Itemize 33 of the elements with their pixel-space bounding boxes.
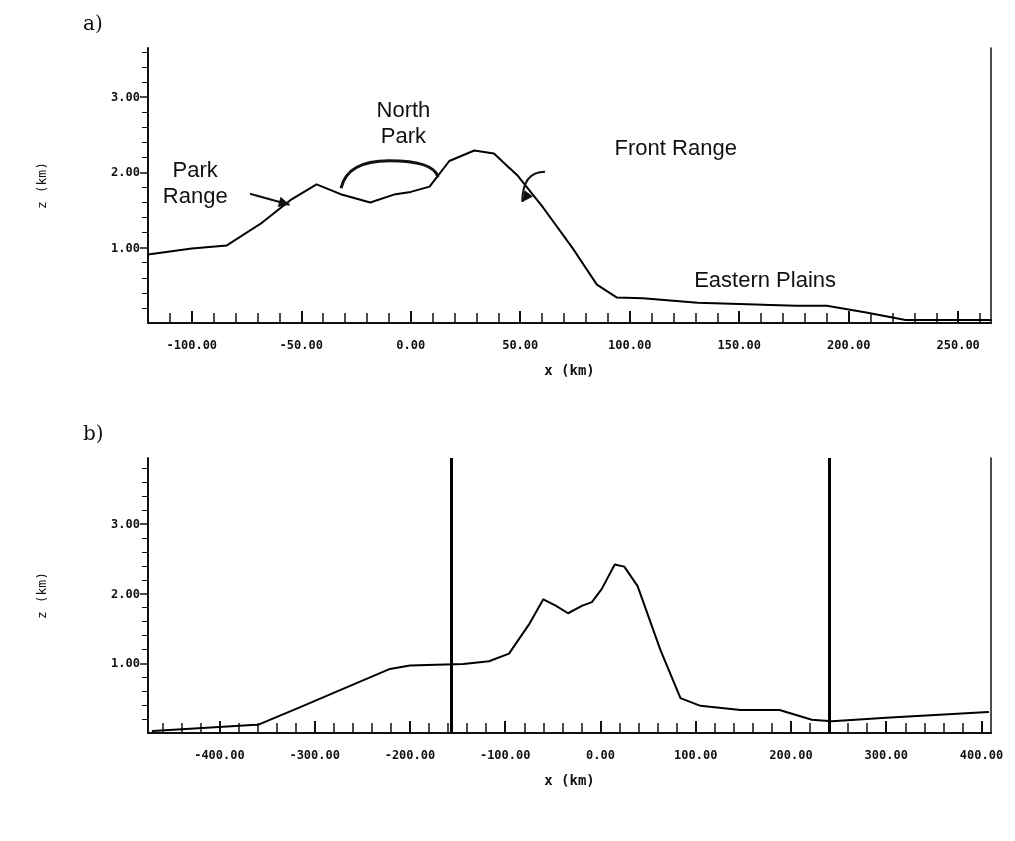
x-axis-title: x (km) — [544, 772, 595, 788]
y-axis-title: z (km) — [34, 162, 49, 209]
chart-title: b) — [83, 421, 104, 445]
y-tick-label: 3.00 — [111, 517, 140, 532]
x-tick-label: 0.00 — [586, 748, 615, 762]
annotation: Front Range — [614, 134, 737, 160]
x-tick-label: 100.00 — [674, 748, 718, 762]
y-tick-label: 1.00 — [111, 240, 140, 255]
x-tick-label: 150.00 — [717, 338, 761, 352]
y-tick-label: 1.00 — [111, 656, 140, 671]
x-tick-label: 250.00 — [936, 338, 980, 352]
x-tick-label: -300.00 — [289, 748, 340, 762]
x-tick-label: 200.00 — [769, 748, 813, 762]
x-tick-label: 300.00 — [864, 748, 908, 762]
y-tick-label: 2.00 — [111, 586, 140, 601]
x-tick-label: -200.00 — [384, 748, 436, 762]
x-tick-label: -100.00 — [166, 338, 218, 352]
y-tick-label: 2.00 — [111, 165, 140, 180]
x-tick-label: 200.00 — [827, 338, 871, 352]
x-tick-label: -100.00 — [479, 748, 531, 762]
annotation: North Park — [376, 96, 431, 148]
y-axis-title: z (km) — [34, 572, 49, 619]
x-tick-label: 400.00 — [959, 748, 1004, 762]
x-tick-label: 50.00 — [502, 338, 539, 352]
annotation: Eastern Plains — [694, 266, 837, 292]
x-tick-label: 100.00 — [608, 338, 652, 352]
chart-title: a) — [83, 11, 103, 35]
annotation: Park Range — [162, 157, 228, 209]
x-tick-label: -50.00 — [279, 338, 323, 352]
x-axis-title: x (km) — [544, 362, 595, 378]
y-tick-label: 3.00 — [111, 89, 140, 104]
x-tick-label: -400.00 — [194, 748, 245, 762]
x-tick-label: 0.00 — [396, 338, 426, 352]
